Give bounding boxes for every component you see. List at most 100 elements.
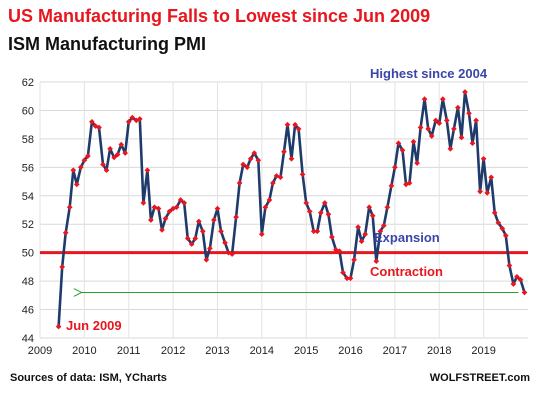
data-point: [428, 133, 435, 139]
y-tick-label: 46: [22, 305, 34, 317]
data-point: [59, 264, 66, 270]
data-point: [495, 219, 502, 226]
data-point: [321, 200, 328, 206]
data-point: [510, 281, 517, 287]
data-point: [455, 104, 461, 111]
annotation-contraction: Contraction: [370, 264, 443, 279]
data-point: [118, 141, 125, 148]
data-point: [377, 228, 384, 235]
data-point: [410, 138, 417, 145]
y-tick-label: 50: [22, 248, 34, 260]
data-point: [240, 161, 247, 168]
data-point: [303, 200, 310, 206]
data-point: [336, 248, 343, 255]
data-point: [73, 181, 80, 188]
data-point: [480, 155, 487, 162]
y-tick-label: 48: [22, 276, 34, 288]
data-point: [255, 157, 262, 164]
data-point: [466, 110, 472, 117]
data-point: [380, 222, 387, 229]
data-point: [258, 231, 265, 238]
data-point: [477, 188, 483, 195]
data-point: [136, 116, 143, 122]
data-point: [155, 205, 162, 212]
data-point: [236, 180, 243, 186]
data-point: [266, 197, 273, 203]
annotation-jun-2009: Jun 2009: [66, 318, 122, 333]
x-tick-label: 2016: [338, 345, 362, 357]
data-point: [421, 96, 428, 102]
data-point: [214, 205, 221, 212]
data-point: [384, 204, 391, 211]
y-tick-label: 54: [22, 191, 34, 203]
data-point: [344, 275, 350, 282]
annotation-highest: Highest since 2004: [370, 66, 488, 81]
grid-lines: [39, 81, 528, 339]
data-point: [443, 117, 450, 124]
data-point: [473, 117, 479, 124]
data-point: [355, 224, 361, 230]
data-point: [207, 245, 213, 252]
data-point: [262, 204, 269, 211]
data-point: [451, 126, 457, 132]
data-point: [340, 269, 346, 276]
x-tick-label: 2019: [471, 345, 495, 357]
data-point: [247, 155, 254, 162]
data-point: [140, 200, 147, 206]
data-point: [417, 124, 424, 131]
data-point: [218, 228, 224, 235]
data-point: [96, 124, 102, 131]
data-point: [469, 140, 476, 147]
data-point: [55, 323, 62, 330]
data-point: [358, 238, 365, 245]
data-point: [284, 121, 291, 128]
data-point: [517, 276, 524, 283]
data-point: [184, 235, 191, 242]
y-tick-label: 60: [22, 105, 34, 117]
y-tick-label: 52: [22, 219, 34, 231]
data-point: [277, 174, 284, 181]
y-tick-label: 56: [22, 162, 34, 174]
data-point: [166, 208, 173, 215]
data-point: [188, 241, 195, 247]
annotation-expansion: Expansion: [374, 230, 440, 245]
x-tick-label: 2009: [28, 345, 52, 357]
data-point: [488, 174, 495, 181]
data-point: [70, 167, 77, 174]
data-point: [292, 121, 298, 128]
data-point: [329, 234, 335, 240]
data-point: [362, 231, 369, 238]
data-point: [203, 256, 210, 263]
x-tick-label: 2012: [161, 345, 185, 357]
data-point: [499, 225, 506, 232]
data-point: [369, 212, 376, 219]
data-point: [159, 227, 165, 233]
data-point: [484, 190, 491, 196]
brand-label: WOLFSTREET.com: [429, 372, 530, 384]
data-point: [199, 228, 206, 235]
y-tick-label: 62: [22, 77, 34, 89]
data-point: [62, 229, 69, 236]
data-point: [114, 151, 121, 158]
data-point: [436, 120, 443, 127]
data-point: [111, 154, 117, 161]
data-point: [458, 134, 465, 141]
data-point: [399, 147, 406, 154]
x-tick-label: 2010: [72, 345, 96, 357]
data-point: [502, 232, 509, 239]
data-point: [222, 239, 228, 246]
data-point: [395, 140, 402, 147]
source-note: Sources of data: ISM, YCharts: [10, 372, 167, 384]
data-point: [506, 262, 513, 269]
data-point: [162, 215, 169, 222]
data-point: [211, 217, 217, 223]
data-point: [66, 204, 73, 211]
data-point: [148, 217, 154, 223]
data-point: [81, 157, 88, 164]
y-tick-label: 58: [22, 134, 34, 146]
x-tick-label: 2013: [205, 345, 229, 357]
chart-subtitle: ISM Manufacturing PMI: [8, 34, 206, 54]
data-point: [192, 235, 199, 242]
data-point: [514, 273, 520, 280]
